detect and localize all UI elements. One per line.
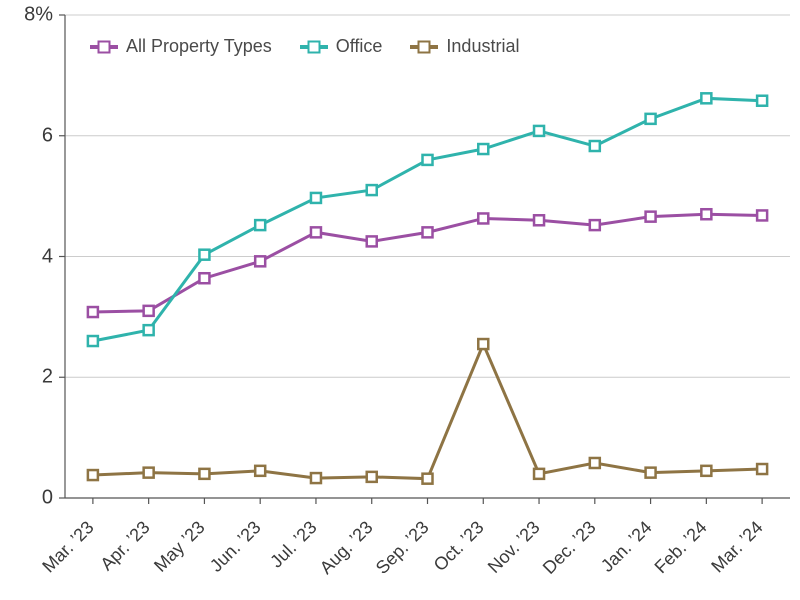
legend-label: Office — [336, 36, 383, 57]
legend-label: Industrial — [446, 36, 519, 57]
y-tick-label: 4 — [42, 245, 53, 268]
chart-container: All Property Types Office Industrial 0 2 4 6 8… — [0, 0, 800, 600]
legend: All Property Types Office Industrial — [90, 36, 519, 57]
y-tick-label: 6 — [42, 124, 53, 147]
legend-swatch — [410, 45, 438, 49]
legend-item-industrial: Industrial — [410, 36, 519, 57]
y-tick-label: 8% — [24, 4, 53, 27]
legend-item-office: Office — [300, 36, 383, 57]
legend-item-all: All Property Types — [90, 36, 272, 57]
legend-swatch — [300, 45, 328, 49]
y-tick-label: 2 — [42, 366, 53, 389]
legend-swatch — [90, 45, 118, 49]
legend-marker — [98, 40, 111, 53]
legend-marker — [307, 40, 320, 53]
y-tick-label: 0 — [42, 487, 53, 510]
legend-marker — [418, 40, 431, 53]
chart-svg — [0, 0, 800, 600]
legend-label: All Property Types — [126, 36, 272, 57]
